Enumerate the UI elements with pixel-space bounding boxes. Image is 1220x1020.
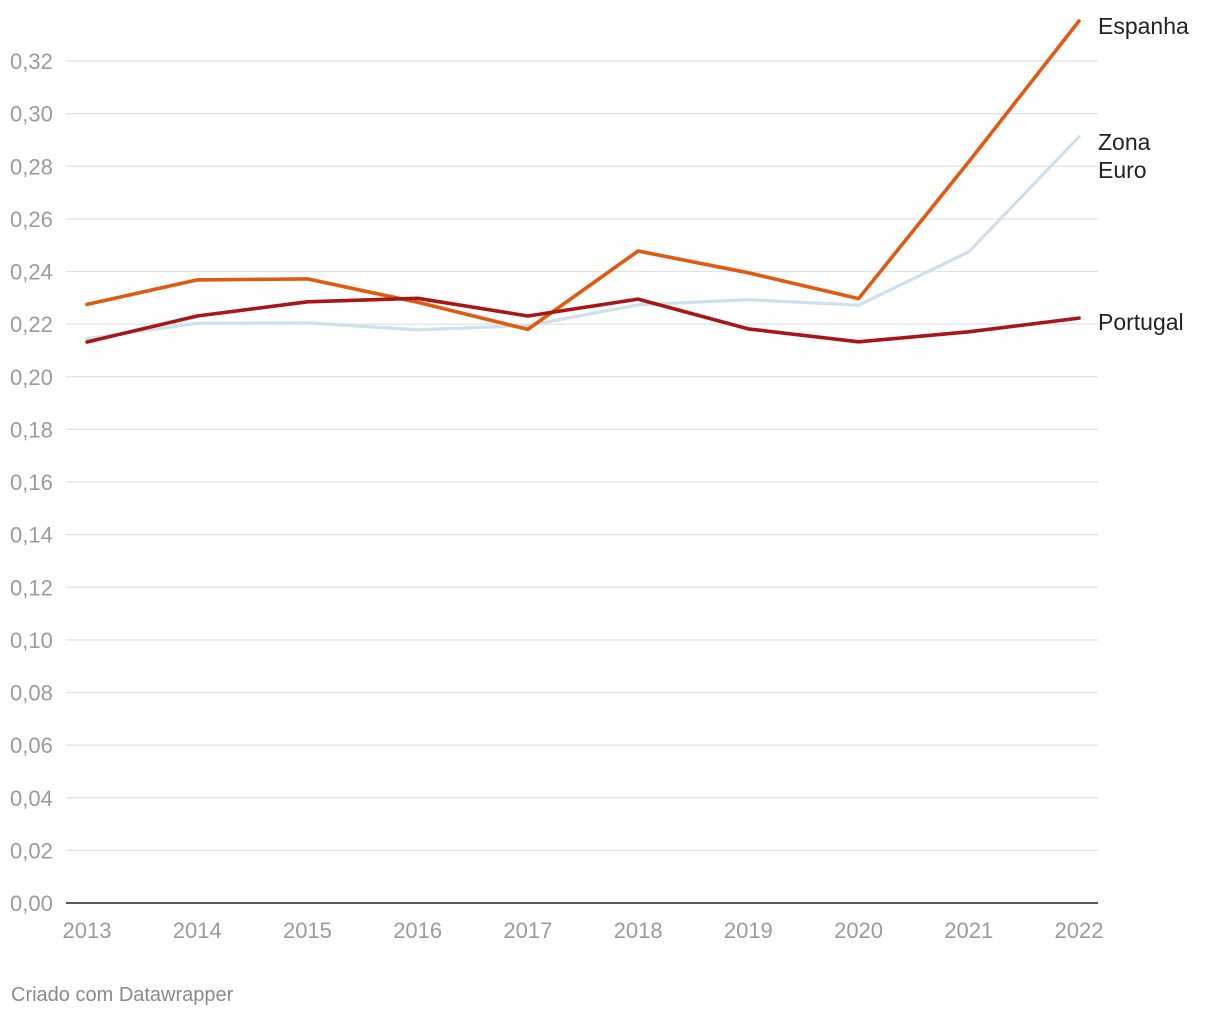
series-label-zona-euro: Zona <box>1098 129 1151 155</box>
y-axis-tick-labels: 0,00 0,02 0,04 0,06 0,08 0,10 0,12 0,14 0,16 0,18… <box>10 49 53 916</box>
x-tick-label: 2021 <box>944 918 993 943</box>
y-tick-label: 0,32 <box>10 49 53 74</box>
y-tick-label: 0,30 <box>10 102 53 127</box>
y-tick-label: 0,16 <box>10 470 53 495</box>
series-line-portugal <box>85 296 1081 344</box>
gridlines <box>66 60 1098 852</box>
datawrapper-credit-link[interactable]: Criado com Datawrapper <box>11 984 234 1006</box>
x-tick-label: 2013 <box>63 918 112 943</box>
y-tick-label: 0,06 <box>10 733 53 758</box>
y-tick-label: 0,00 <box>10 891 53 916</box>
x-tick-label: 2019 <box>724 918 773 943</box>
y-tick-label: 0,24 <box>10 260 53 285</box>
y-tick-label: 0,08 <box>10 681 53 706</box>
y-tick-label: 0,22 <box>10 312 53 337</box>
series-label-espanha: Espanha <box>1098 13 1189 39</box>
series-line-espanha <box>85 19 1081 332</box>
x-tick-label: 2017 <box>503 918 552 943</box>
series-label-zona-euro: Euro <box>1098 157 1147 183</box>
x-tick-label: 2020 <box>834 918 883 943</box>
series-line-zona-euro <box>85 135 1081 341</box>
x-axis-tick-labels: 2013 2014 2015 2016 2017 2018 2019 2020 2021 2022 <box>63 918 1104 943</box>
y-tick-label: 0,20 <box>10 365 53 390</box>
x-tick-label: 2022 <box>1055 918 1104 943</box>
x-tick-label: 2018 <box>614 918 663 943</box>
y-tick-label: 0,18 <box>10 417 53 442</box>
x-tick-label: 2014 <box>173 918 222 943</box>
x-tick-label: 2016 <box>393 918 442 943</box>
y-tick-label: 0,12 <box>10 575 53 600</box>
y-tick-label: 0,02 <box>10 838 53 863</box>
y-tick-label: 0,10 <box>10 628 53 653</box>
y-tick-label: 0,04 <box>10 786 53 811</box>
y-tick-label: 0,26 <box>10 207 53 232</box>
series-lines <box>85 19 1081 344</box>
x-tick-label: 2015 <box>283 918 332 943</box>
y-tick-label: 0,14 <box>10 523 53 548</box>
series-label-portugal: Portugal <box>1098 309 1184 335</box>
y-tick-label: 0,28 <box>10 154 53 179</box>
